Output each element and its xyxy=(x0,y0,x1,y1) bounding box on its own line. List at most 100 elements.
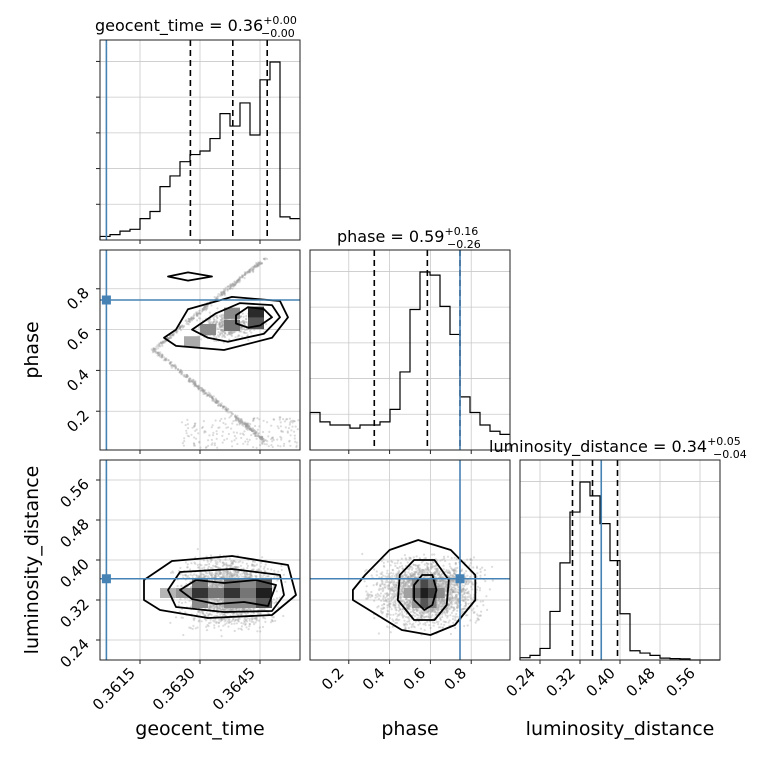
scatter-point xyxy=(199,389,202,392)
scatter-point xyxy=(254,432,258,435)
scatter-point xyxy=(233,283,236,286)
scatter-point xyxy=(239,325,242,329)
scatter-point xyxy=(215,296,218,299)
scatter-point xyxy=(214,397,217,400)
scatter-point xyxy=(271,620,274,623)
scatter-point xyxy=(242,315,245,318)
scatter-point xyxy=(463,572,466,575)
scatter-point xyxy=(221,323,224,327)
scatter-point xyxy=(226,285,229,289)
scatter-point xyxy=(222,292,225,295)
scatter-point xyxy=(251,427,254,430)
scatter-point xyxy=(258,425,261,428)
scatter-point xyxy=(196,563,199,567)
scatter-point xyxy=(230,331,233,334)
scatter-point xyxy=(224,407,227,411)
scatter-point xyxy=(193,385,196,388)
scatter-point xyxy=(181,601,184,605)
scatter-point xyxy=(181,371,184,374)
scatter-point xyxy=(234,416,237,419)
scatter-point xyxy=(224,558,227,561)
scatter-point xyxy=(259,436,262,439)
scatter-point xyxy=(217,403,220,406)
scatter-point xyxy=(361,552,364,556)
scatter-point xyxy=(222,405,225,408)
scatter-point xyxy=(211,424,214,427)
scatter-point xyxy=(179,329,183,332)
scatter-point xyxy=(225,564,228,567)
scatter-point xyxy=(220,293,223,296)
scatter-point xyxy=(247,425,250,428)
scatter-point xyxy=(218,324,221,327)
scatter-point xyxy=(250,434,253,437)
scatter-point xyxy=(239,573,242,576)
scatter-point xyxy=(222,329,225,332)
scatter-point xyxy=(186,563,189,566)
scatter-point xyxy=(254,434,257,437)
scatter-point xyxy=(222,290,225,293)
scatter-point xyxy=(246,424,249,427)
scatter-point xyxy=(471,588,474,591)
scatter-point xyxy=(255,261,258,265)
scatter-point xyxy=(207,625,210,628)
scatter-point xyxy=(172,333,175,336)
scatter-point xyxy=(231,287,234,290)
scatter-point xyxy=(161,340,165,343)
scatter-point xyxy=(423,553,426,556)
scatter-point xyxy=(234,560,237,564)
scatter-point xyxy=(161,356,164,359)
scatter-point xyxy=(169,362,172,366)
scatter-point xyxy=(244,273,247,276)
scatter-point xyxy=(218,322,221,325)
scatter-point xyxy=(195,314,198,317)
scatter-point xyxy=(444,559,447,563)
scatter-point xyxy=(245,626,248,629)
scatter-point xyxy=(239,627,242,630)
scatter-point xyxy=(207,321,210,324)
scatter-point xyxy=(234,415,237,418)
scatter-point xyxy=(370,574,373,577)
y-tick-label-luminosity-distance-4: 0.56 xyxy=(56,475,92,511)
scatter-point xyxy=(241,275,244,278)
scatter-point xyxy=(258,263,261,266)
scatter-point xyxy=(256,263,259,267)
scatter-point xyxy=(242,322,245,325)
scatter-point xyxy=(197,385,201,388)
scatter-point xyxy=(455,612,458,616)
scatter-point xyxy=(224,286,227,289)
scatter-point xyxy=(234,414,237,417)
y-tick-label-luminosity-distance-3: 0.48 xyxy=(56,515,92,551)
scatter-point xyxy=(215,598,218,601)
scatter-point xyxy=(210,396,214,399)
scatter-point xyxy=(220,291,223,294)
scatter-point xyxy=(222,291,225,294)
scatter-point xyxy=(279,435,282,438)
scatter-point xyxy=(274,619,277,623)
scatter-point xyxy=(241,423,244,426)
scatter-point xyxy=(169,336,172,339)
scatter-point xyxy=(241,561,244,564)
scatter-point xyxy=(237,420,240,423)
y-tick-label-luminosity-distance-2: 0.40 xyxy=(56,555,92,591)
scatter-point xyxy=(276,579,279,582)
scatter-point xyxy=(175,367,178,370)
scatter-point xyxy=(204,446,207,449)
scatter-point xyxy=(212,318,215,321)
scatter-point xyxy=(246,270,249,273)
scatter-point xyxy=(248,623,252,626)
scatter-point xyxy=(221,335,224,338)
scatter-point xyxy=(401,564,404,568)
scatter-point xyxy=(239,419,242,422)
scatter-point xyxy=(270,424,273,427)
scatter-point xyxy=(179,598,182,601)
scatter-point xyxy=(158,343,161,346)
scatter-point xyxy=(207,613,210,616)
scatter-point xyxy=(217,293,220,296)
scatter-point xyxy=(233,434,236,438)
scatter-point xyxy=(252,429,255,433)
scatter-point xyxy=(201,309,204,312)
scatter-point xyxy=(192,317,195,320)
scatter-point xyxy=(260,262,263,265)
scatter-point xyxy=(207,565,210,568)
scatter-point xyxy=(238,278,241,281)
